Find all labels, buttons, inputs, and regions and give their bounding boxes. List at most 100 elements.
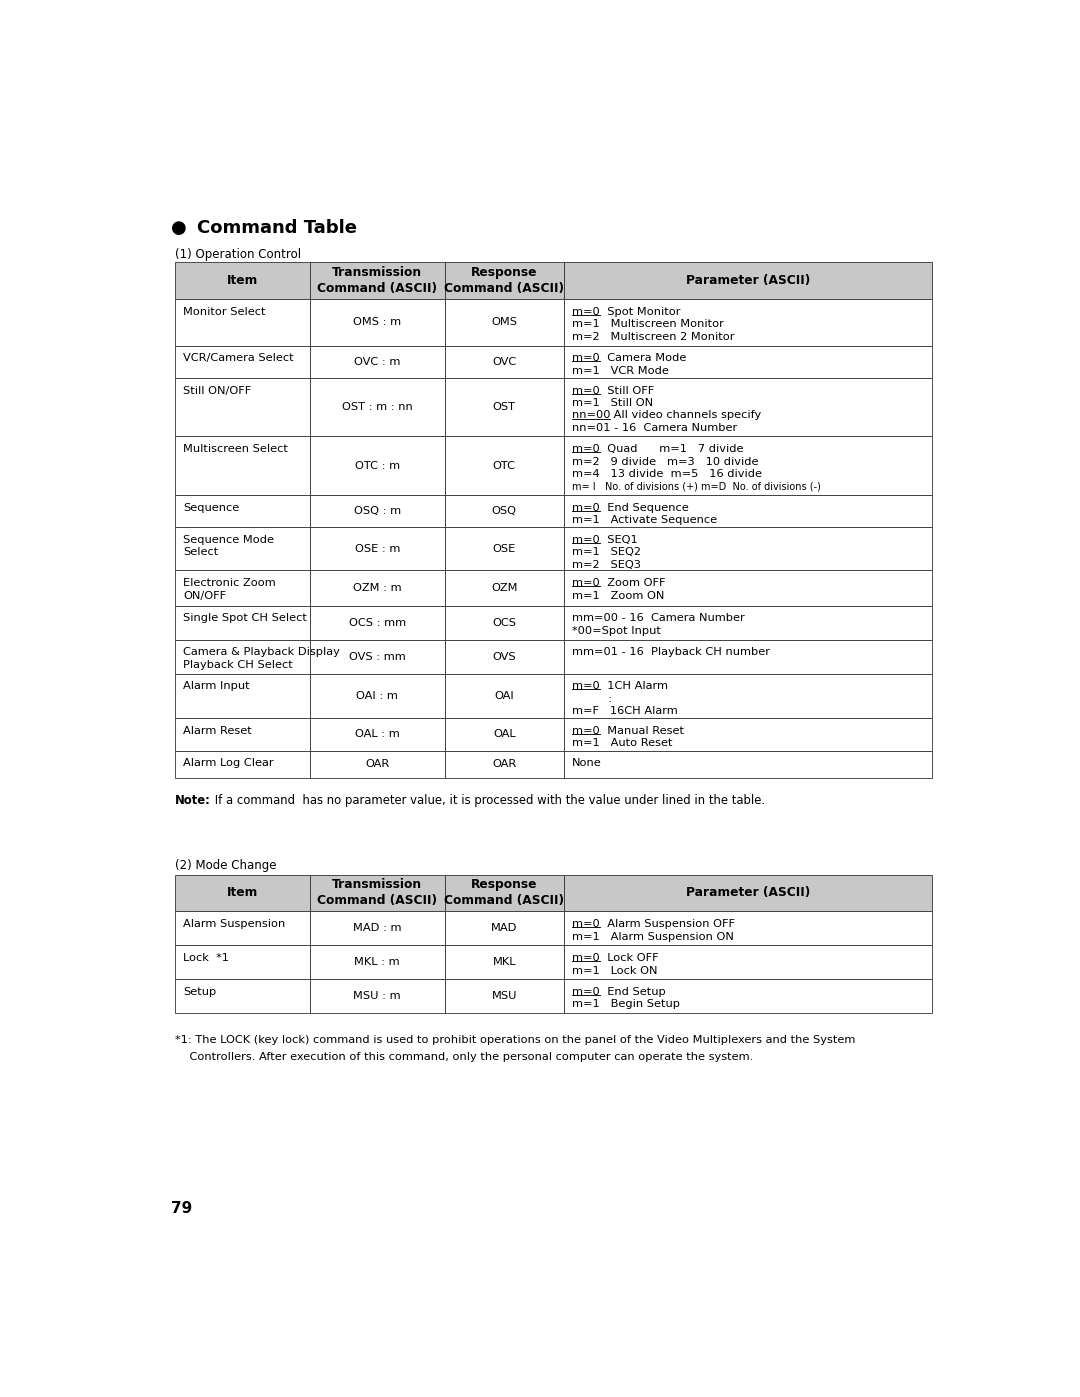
Text: Item: Item [227, 274, 258, 288]
Bar [564, 946, 932, 979]
Bar [445, 299, 564, 345]
Text: OZM: OZM [491, 583, 517, 594]
Text: OCS: OCS [492, 617, 516, 627]
Bar [175, 495, 310, 527]
Bar [175, 875, 310, 911]
Bar [310, 750, 445, 778]
Text: Alarm Suspension OFF: Alarm Suspension OFF [599, 919, 734, 929]
Text: OVC : m: OVC : m [354, 356, 401, 366]
Text: 1CH Alarm: 1CH Alarm [599, 682, 667, 692]
Text: MKL : m: MKL : m [354, 957, 400, 967]
Bar [310, 718, 445, 750]
Bar [310, 640, 445, 673]
Bar [445, 640, 564, 673]
Bar [310, 946, 445, 979]
Text: SEQ1: SEQ1 [599, 535, 637, 545]
Text: Item: Item [227, 887, 258, 900]
Text: Transmission
Command (ASCII): Transmission Command (ASCII) [318, 879, 437, 908]
Text: m=1   VCR Mode: m=1 VCR Mode [571, 366, 669, 376]
Bar [175, 750, 310, 778]
Bar [310, 345, 445, 377]
Text: OVS : mm: OVS : mm [349, 651, 406, 662]
Text: OVC: OVC [492, 356, 516, 366]
Text: OSE: OSE [492, 543, 516, 553]
Text: Alarm Log Clear: Alarm Log Clear [183, 759, 273, 768]
Bar [310, 527, 445, 570]
Text: m=1   Still ON: m=1 Still ON [571, 398, 653, 408]
Bar [445, 979, 564, 1013]
Text: m=0: m=0 [571, 953, 599, 963]
Bar [310, 299, 445, 345]
Bar [310, 495, 445, 527]
Text: m=0: m=0 [571, 919, 599, 929]
Bar [175, 570, 310, 606]
Bar [445, 946, 564, 979]
Bar [310, 979, 445, 1013]
Text: OMS: OMS [491, 317, 517, 327]
Text: Camera Mode: Camera Mode [599, 353, 686, 363]
Text: MSU: MSU [491, 990, 517, 1002]
Text: m=1   SEQ2: m=1 SEQ2 [571, 548, 640, 557]
Bar [564, 495, 932, 527]
Bar [175, 345, 310, 377]
Text: 79: 79 [172, 1201, 192, 1217]
Text: MAD : m: MAD : m [353, 923, 402, 933]
Bar [445, 570, 564, 606]
Text: Sequence: Sequence [183, 503, 240, 513]
Text: m=0: m=0 [571, 307, 599, 317]
Text: Multiscreen Select: Multiscreen Select [183, 444, 288, 454]
Bar [564, 263, 932, 299]
Text: Monitor Select: Monitor Select [183, 307, 266, 317]
Text: OTC : m: OTC : m [354, 461, 400, 471]
Text: Still OFF: Still OFF [599, 386, 653, 395]
Text: m=0: m=0 [571, 353, 599, 363]
Text: *1: The LOCK (key lock) command is used to prohibit operations on the panel of t: *1: The LOCK (key lock) command is used … [175, 1035, 855, 1045]
Bar [445, 911, 564, 946]
Bar [310, 875, 445, 911]
Text: None: None [571, 759, 602, 768]
Text: nn=00: nn=00 [571, 411, 610, 420]
Text: ON/OFF: ON/OFF [183, 591, 226, 601]
Bar [445, 750, 564, 778]
Text: OAL : m: OAL : m [355, 729, 400, 739]
Text: mm=01 - 16  Playback CH number: mm=01 - 16 Playback CH number [571, 647, 770, 658]
Bar [445, 377, 564, 436]
Bar [445, 673, 564, 718]
Text: Parameter (ASCII): Parameter (ASCII) [686, 887, 810, 900]
Text: m=1   Begin Setup: m=1 Begin Setup [571, 999, 679, 1010]
Text: m=1   Alarm Suspension ON: m=1 Alarm Suspension ON [571, 932, 733, 942]
Text: OAI : m: OAI : m [356, 692, 399, 701]
Text: Setup: Setup [183, 986, 216, 997]
Bar [564, 640, 932, 673]
Text: Alarm Reset: Alarm Reset [183, 726, 252, 736]
Text: Single Spot CH Select: Single Spot CH Select [183, 613, 307, 623]
Bar [564, 570, 932, 606]
Text: m=0: m=0 [571, 386, 599, 395]
Text: If a command  has no parameter value, it is processed with the value under lined: If a command has no parameter value, it … [211, 793, 765, 806]
Text: Alarm Input: Alarm Input [183, 682, 249, 692]
Text: MSU : m: MSU : m [353, 990, 401, 1002]
Bar [564, 299, 932, 345]
Bar [175, 263, 310, 299]
Bar [564, 718, 932, 750]
Text: OAI: OAI [495, 692, 514, 701]
Text: m=0: m=0 [571, 503, 599, 513]
Bar [175, 299, 310, 345]
Bar [310, 673, 445, 718]
Text: VCR/Camera Select: VCR/Camera Select [183, 353, 294, 363]
Text: MAD: MAD [491, 923, 517, 933]
Text: OSQ: OSQ [491, 506, 517, 515]
Bar [175, 911, 310, 946]
Text: OST : m : nn: OST : m : nn [342, 402, 413, 412]
Bar [175, 718, 310, 750]
Bar [564, 527, 932, 570]
Text: Lock  *1: Lock *1 [183, 953, 229, 963]
Text: Sequence Mode: Sequence Mode [183, 535, 274, 545]
Bar [310, 570, 445, 606]
Text: *00=Spot Input: *00=Spot Input [571, 626, 661, 636]
Text: nn=01 - 16  Camera Number: nn=01 - 16 Camera Number [571, 423, 737, 433]
Text: OAR: OAR [492, 760, 516, 770]
Text: Parameter (ASCII): Parameter (ASCII) [686, 274, 810, 288]
Text: mm=00 - 16  Camera Number: mm=00 - 16 Camera Number [571, 613, 744, 623]
Text: OSQ : m: OSQ : m [353, 506, 401, 515]
